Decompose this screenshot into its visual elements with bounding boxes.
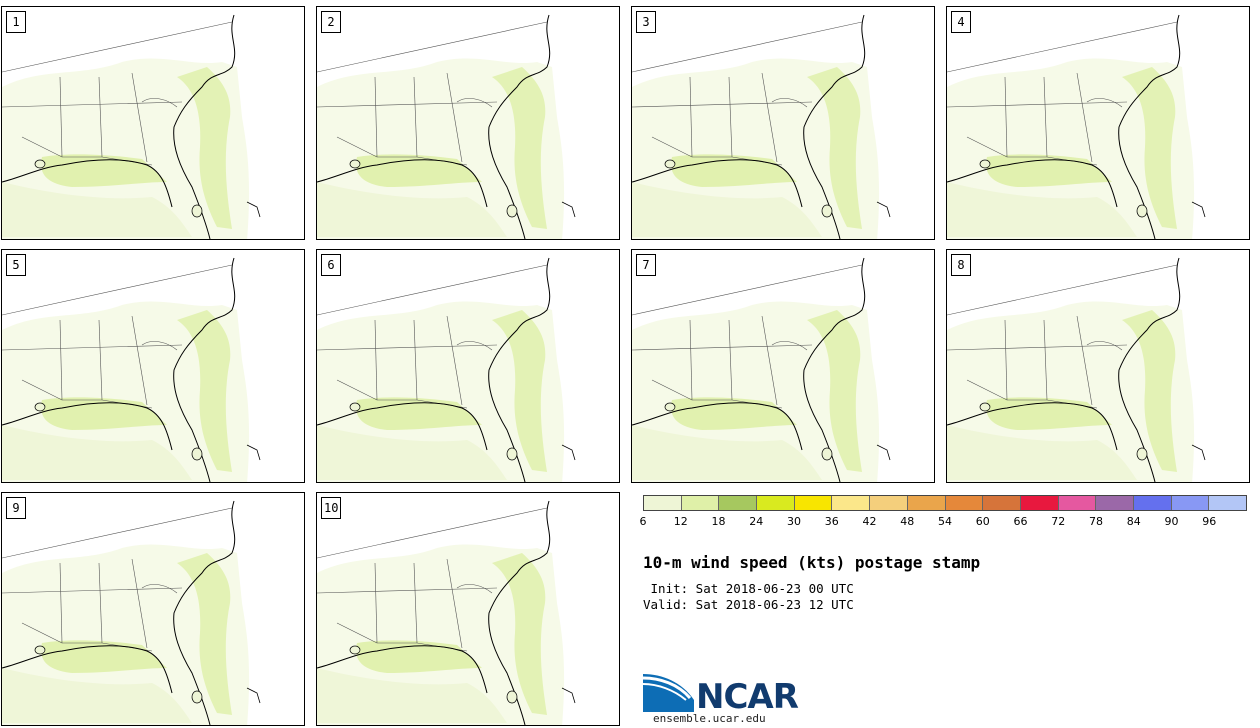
colorbar-cell bbox=[1058, 496, 1097, 510]
map-panel-4: 4 bbox=[946, 6, 1250, 240]
wind-speed-map bbox=[947, 250, 1207, 482]
panel-number: 9 bbox=[6, 497, 26, 519]
wind-speed-map bbox=[317, 250, 577, 482]
panel-number: 2 bbox=[321, 11, 341, 33]
colorbar-cell bbox=[870, 496, 908, 510]
forecast-times: Init: Sat 2018-06-23 00 UTC Valid: Sat 20… bbox=[643, 581, 854, 613]
colorbar-tick: 6 bbox=[639, 515, 647, 528]
wind-speed-map bbox=[2, 493, 262, 725]
colorbar-cell bbox=[945, 496, 984, 510]
colorbar-tick: 12 bbox=[673, 515, 688, 528]
colorbar-tick: 60 bbox=[975, 515, 990, 528]
panel-number: 1 bbox=[6, 11, 26, 33]
ncar-logo-text: NCAR bbox=[696, 677, 799, 717]
map-panel-8: 8 bbox=[946, 249, 1250, 483]
wind-speed-map bbox=[317, 493, 577, 725]
map-panel-9: 9 bbox=[1, 492, 305, 726]
map-panel-1: 1 bbox=[1, 6, 305, 240]
colorbar-tick: 30 bbox=[787, 515, 801, 528]
wind-speed-map bbox=[317, 7, 577, 239]
panel-number: 10 bbox=[321, 497, 342, 519]
colorbar-tick: 54 bbox=[938, 515, 952, 528]
map-panel-2: 2 bbox=[316, 6, 620, 240]
map-panel-10: 10 bbox=[316, 492, 620, 726]
map-panel-3: 3 bbox=[631, 6, 935, 240]
colorbar-cell bbox=[1209, 496, 1246, 510]
colorbar-cell bbox=[1171, 496, 1210, 510]
colorbar-tick: 18 bbox=[711, 515, 726, 528]
init-time: Init: Sat 2018-06-23 00 UTC bbox=[643, 581, 854, 596]
valid-time: Valid: Sat 2018-06-23 12 UTC bbox=[643, 597, 854, 612]
colorbar-cell bbox=[983, 496, 1021, 510]
colorbar-tick: 42 bbox=[862, 515, 877, 528]
colorbar-cell bbox=[832, 496, 871, 510]
colorbar-cell bbox=[1133, 496, 1172, 510]
panel-number: 6 bbox=[321, 254, 341, 276]
product-title: 10-m wind speed (kts) postage stamp bbox=[643, 553, 981, 572]
panel-number: 5 bbox=[6, 254, 26, 276]
colorbar-tick: 78 bbox=[1089, 515, 1103, 528]
wind-speed-map bbox=[947, 7, 1207, 239]
colorbar-cell bbox=[1096, 496, 1134, 510]
map-panel-5: 5 bbox=[1, 249, 305, 483]
colorbar-cell bbox=[907, 496, 946, 510]
colorbar-tick: 24 bbox=[749, 515, 764, 528]
colorbar-cell bbox=[1020, 496, 1059, 510]
wind-speed-map bbox=[632, 7, 892, 239]
panel-number: 4 bbox=[951, 11, 971, 33]
panel-number: 3 bbox=[636, 11, 656, 33]
colorbar-tick: 72 bbox=[1051, 515, 1066, 528]
colorbar-tick: 90 bbox=[1164, 515, 1179, 528]
colorbar-tick: 84 bbox=[1126, 515, 1141, 528]
panel-number: 8 bbox=[951, 254, 971, 276]
colorbar-tick: 66 bbox=[1013, 515, 1028, 528]
wind-speed-colorbar bbox=[643, 495, 1247, 511]
colorbar-cell bbox=[794, 496, 833, 510]
colorbar-cell bbox=[719, 496, 758, 510]
colorbar-cell bbox=[757, 496, 795, 510]
colorbar-tick: 48 bbox=[900, 515, 915, 528]
map-panel-6: 6 bbox=[316, 249, 620, 483]
logo-url: ensemble.ucar.edu bbox=[653, 712, 766, 725]
colorbar-cell bbox=[681, 496, 720, 510]
colorbar-tick: 96 bbox=[1202, 515, 1217, 528]
colorbar-tick: 36 bbox=[824, 515, 839, 528]
ncar-logo-icon bbox=[642, 674, 694, 712]
wind-speed-map bbox=[2, 250, 262, 482]
colorbar-cell bbox=[644, 496, 682, 510]
wind-speed-map bbox=[2, 7, 262, 239]
panel-number: 7 bbox=[636, 254, 656, 276]
colorbar-ticks: 6 12 18 24 30 36 42 48 54 60 66 72 78 84… bbox=[639, 515, 1247, 531]
wind-speed-map bbox=[632, 250, 892, 482]
map-panel-7: 7 bbox=[631, 249, 935, 483]
